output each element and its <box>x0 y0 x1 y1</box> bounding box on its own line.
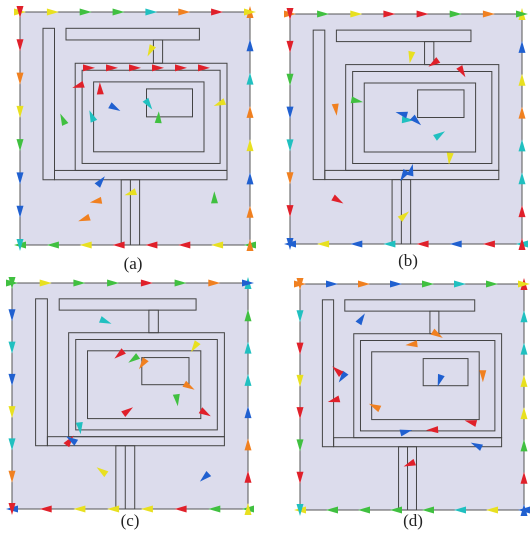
panel-label: (a) <box>124 254 143 273</box>
panel-label: (c) <box>121 511 140 530</box>
panel-label: (d) <box>403 511 423 530</box>
page: {"panels": [{"label": "(a)"}, {"label": … <box>0 0 530 536</box>
panel <box>14 6 256 251</box>
panel-label: (b) <box>398 251 418 270</box>
panel <box>6 277 254 515</box>
panel <box>284 8 528 250</box>
panel <box>294 278 530 516</box>
panels <box>6 6 530 516</box>
figure: (a) (b) (c) (d) <box>0 0 530 536</box>
